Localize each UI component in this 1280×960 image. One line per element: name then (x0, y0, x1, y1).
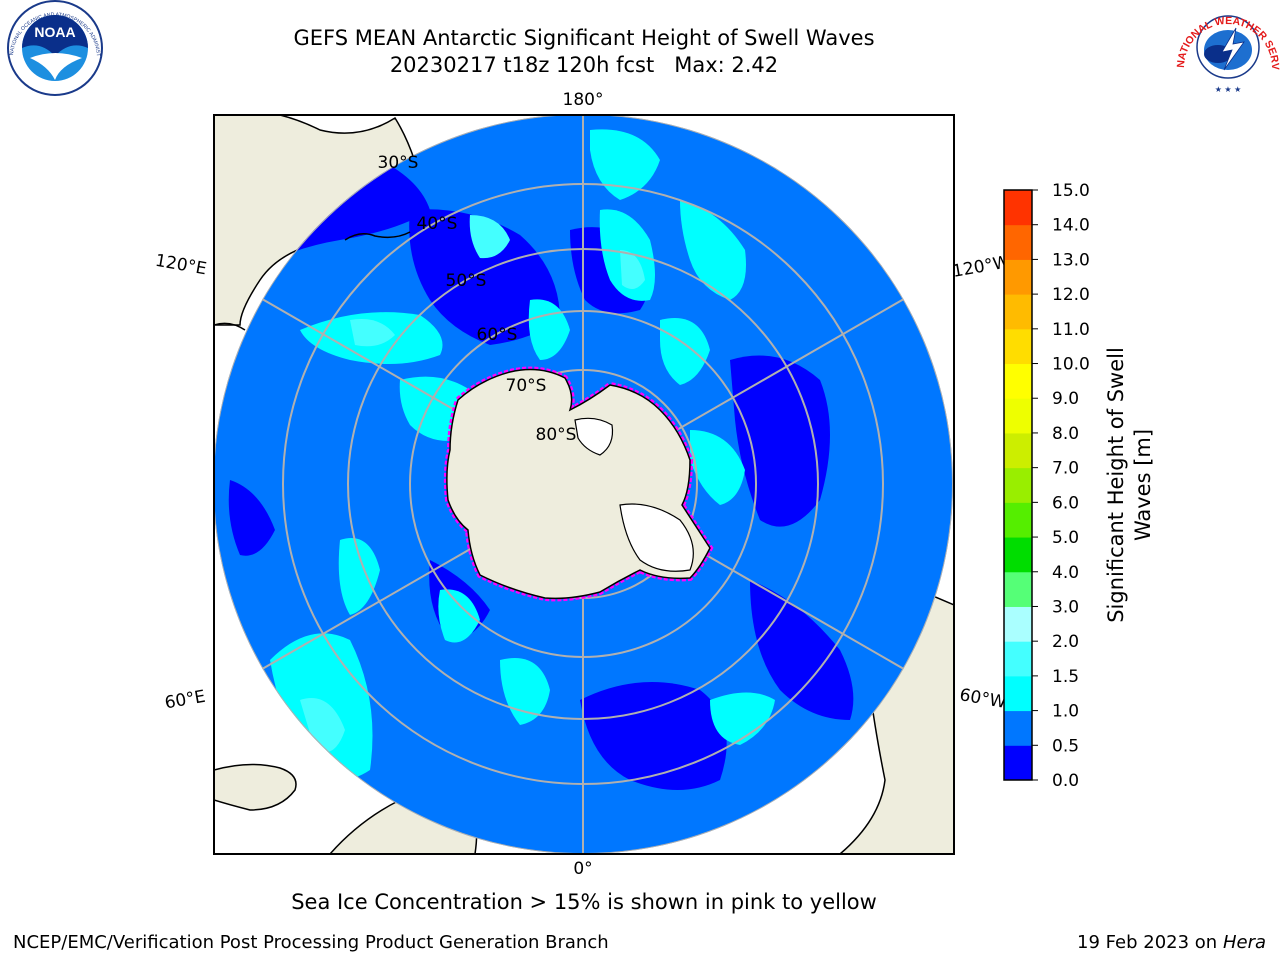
noaa-logo-text: NOAA (34, 24, 75, 40)
colorbar-label-line1: Significant Height of Swell (1104, 347, 1128, 623)
svg-text:NATIONAL WEATHER SERVICE: NATIONAL WEATHER SERVICE (0, 0, 1280, 70)
lon-label-120e: 120°E (154, 251, 208, 280)
colorbar-tick-label: 10.0 (1052, 355, 1090, 375)
colorbar-segment (1004, 606, 1032, 642)
map-panel (214, 115, 954, 854)
colorbar-segment (1004, 710, 1032, 746)
colorbar-segment (1004, 259, 1032, 295)
nws-logo-icon: NATIONAL WEATHER SERVICE ★ ★ ★ (0, 0, 1280, 94)
date-stamp: 19 Feb 2023 on Hera (1077, 932, 1266, 953)
colorbar-tick-label: 15.0 (1052, 181, 1090, 201)
host-name: Hera (1222, 932, 1266, 953)
chart-subtitle: 20230217 t18z 120h fcst Max: 2.42 (389, 53, 779, 77)
colorbar-tick-label: 1.5 (1052, 667, 1079, 687)
colorbar-segment (1004, 502, 1032, 538)
colorbar-tick-label: 0.5 (1052, 736, 1079, 756)
lon-label-60e: 60°E (163, 687, 207, 714)
colorbar-tick-label: 5.0 (1052, 528, 1079, 548)
lon-label-60w: 60°W (958, 685, 1008, 713)
colorbar-segment (1004, 294, 1032, 330)
colorbar-tick-label: 6.0 (1052, 493, 1079, 513)
lat-label-50s: 50°S (446, 271, 487, 291)
colorbar-segment (1004, 745, 1032, 781)
lat-label-40s: 40°S (417, 214, 458, 234)
lon-label-0: 0° (573, 859, 592, 879)
colorbar: 0.0 0.5 1.0 1.5 2.0 3.0 4.0 5.0 6.0 7.0 8.0 9.0 10.0… (1003, 181, 1090, 791)
colorbar-segment (1004, 571, 1032, 607)
map-frame (213, 114, 955, 855)
nws-logo-ring-text: NATIONAL WEATHER SERVICE (0, 0, 1280, 70)
antarctica-landmass (443, 366, 714, 602)
colorbar-border (1003, 189, 1033, 781)
lat-label-60s: 60°S (477, 325, 518, 345)
colorbar-tick-label: 12.0 (1052, 285, 1090, 305)
noaa-logo-icon: NOAA NATIONAL OCEANIC AND ATMOSPHERIC AD… (0, 0, 103, 96)
colorbar-label-line2: Waves [m] (1131, 429, 1155, 541)
colorbar-tick-label: 14.0 (1052, 216, 1090, 236)
colorbar-segment (1004, 675, 1032, 712)
colorbar-segment (1004, 641, 1032, 677)
colorbar-tick-label: 1.0 (1052, 702, 1079, 722)
lat-label-30s: 30°S (378, 153, 419, 173)
colorbar-segment (1004, 224, 1032, 260)
colorbar-segment (1004, 328, 1032, 365)
colorbar-segment (1004, 190, 1032, 226)
colorbar-segment (1004, 398, 1032, 434)
colorbar-tick-label: 8.0 (1052, 424, 1079, 444)
colorbar-segment (1004, 363, 1032, 399)
chart-title: GEFS MEAN Antarctic Significant Height o… (293, 26, 875, 50)
svg-text:★ ★ ★: ★ ★ ★ (1215, 85, 1242, 94)
lon-label-180: 180° (563, 90, 604, 110)
lon-label-120w: 120°W (951, 252, 1012, 282)
colorbar-tick-label: 7.0 (1052, 459, 1079, 479)
colorbar-tick-label: 11.0 (1052, 320, 1090, 340)
colorbar-tick-label: 4.0 (1052, 563, 1079, 583)
colorbar-segment (1004, 467, 1032, 503)
colorbar-segment (1004, 537, 1032, 573)
lat-label-70s: 70°S (506, 376, 547, 396)
colorbar-tick-label: 0.0 (1052, 771, 1079, 791)
sea-ice-note: Sea Ice Concentration > 15% is shown in … (291, 890, 877, 914)
colorbar-tick-label: 3.0 (1052, 597, 1079, 617)
colorbar-tick-label: 13.0 (1052, 250, 1090, 270)
colorbar-tick-label: 2.0 (1052, 632, 1079, 652)
lat-label-80s: 80°S (536, 425, 577, 445)
credit-text: NCEP/EMC/Verification Post Processing Pr… (13, 932, 609, 953)
colorbar-tick-label: 9.0 (1052, 389, 1079, 409)
ocean-disc (214, 115, 953, 854)
date-text: 19 Feb 2023 on (1077, 932, 1218, 953)
colorbar-segment (1004, 432, 1032, 469)
